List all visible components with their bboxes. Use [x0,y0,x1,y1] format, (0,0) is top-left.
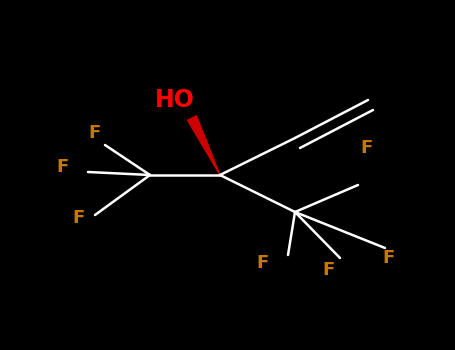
Text: F: F [361,139,373,157]
Text: HO: HO [155,88,195,112]
Text: F: F [72,209,84,227]
Polygon shape [187,116,220,175]
Text: F: F [256,254,268,272]
Text: F: F [89,124,101,142]
Text: F: F [382,249,394,267]
Text: F: F [56,158,68,176]
Text: F: F [322,261,334,279]
